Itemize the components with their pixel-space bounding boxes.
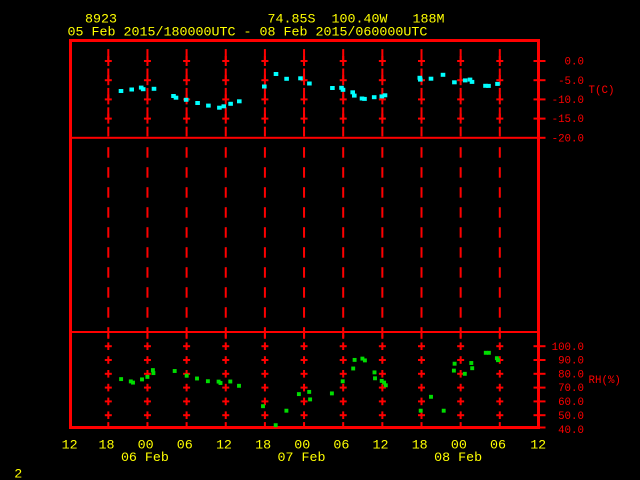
svg-text:-10.0: -10.0 <box>552 95 584 107</box>
svg-text:07 Feb: 07 Feb <box>278 451 326 466</box>
svg-text:18: 18 <box>255 439 271 454</box>
svg-text:RH(%): RH(%) <box>589 375 621 387</box>
svg-text:12: 12 <box>373 439 389 454</box>
svg-text:188M: 188M <box>413 13 445 28</box>
svg-text:2: 2 <box>14 468 22 480</box>
svg-text:-15.0: -15.0 <box>552 114 584 126</box>
svg-text:100.0: 100.0 <box>552 342 584 354</box>
svg-text:06: 06 <box>177 439 193 454</box>
svg-text:18: 18 <box>99 439 115 454</box>
svg-text:80.0: 80.0 <box>558 369 584 381</box>
svg-text:T(C): T(C) <box>589 85 615 97</box>
svg-text:06 Feb: 06 Feb <box>121 451 169 466</box>
svg-text:05 Feb 2015/180000UTC - 08 Feb: 05 Feb 2015/180000UTC - 08 Feb 2015/0600… <box>68 26 428 41</box>
svg-text:100.40W: 100.40W <box>332 13 388 28</box>
svg-text:12: 12 <box>62 439 78 454</box>
svg-text:74.85S: 74.85S <box>268 13 316 28</box>
svg-text:12: 12 <box>530 439 546 454</box>
svg-text:06: 06 <box>333 439 349 454</box>
svg-text:50.0: 50.0 <box>558 411 584 423</box>
svg-text:-5.0: -5.0 <box>558 76 584 88</box>
svg-text:18: 18 <box>412 439 428 454</box>
svg-text:60.0: 60.0 <box>558 397 584 409</box>
svg-text:08 Feb: 08 Feb <box>434 451 482 466</box>
svg-text:8923: 8923 <box>85 13 117 28</box>
svg-text:-20.0: -20.0 <box>552 134 584 146</box>
svg-text:90.0: 90.0 <box>558 356 584 368</box>
svg-text:70.0: 70.0 <box>558 383 584 395</box>
svg-text:40.0: 40.0 <box>558 425 584 437</box>
svg-text:06: 06 <box>490 439 506 454</box>
svg-text:12: 12 <box>216 439 232 454</box>
svg-text:00: 00 <box>451 439 467 454</box>
svg-text:00: 00 <box>138 439 154 454</box>
svg-text:00: 00 <box>294 439 310 454</box>
svg-text:0.0: 0.0 <box>565 57 584 69</box>
